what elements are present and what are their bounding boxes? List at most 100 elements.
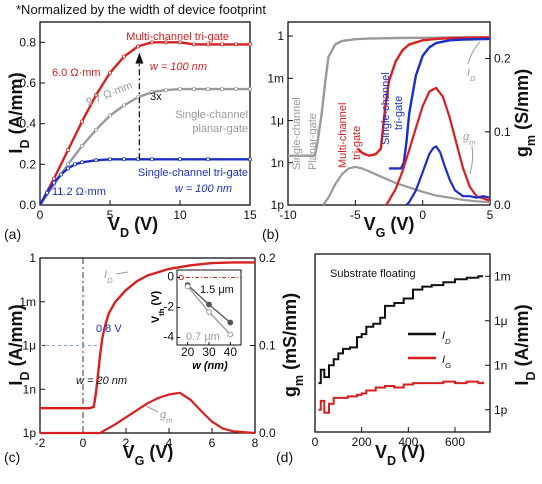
y-tick-label-a: 0.8 (19, 35, 36, 49)
data-point-a-0 (122, 54, 127, 59)
pointer-gm-b (469, 145, 474, 175)
label-ratio: 3x (150, 91, 162, 103)
label-resistance-blue: 11.2 Ω·mm (52, 186, 106, 198)
y-axis-label-d: gm (mS/mm) (280, 293, 306, 397)
transfer-curve-b-2 (389, 37, 491, 170)
y-tick-label-c: 1m (19, 295, 36, 309)
inset-data-point-1 (206, 309, 212, 315)
data-point-a-2 (52, 180, 57, 185)
legend-label-id: ID (442, 330, 451, 346)
y-right-tick-label-c: 0.0 (259, 426, 276, 440)
y-tick-label-c: 1p (23, 426, 37, 440)
y-tick-label-a: 0.4 (19, 117, 36, 131)
data-point-a-2 (247, 157, 252, 162)
data-point-a-0 (66, 148, 71, 153)
data-point-a-0 (52, 176, 57, 181)
data-point-a-1 (177, 87, 182, 92)
x-tick-label-c: -2 (35, 436, 46, 450)
x-tick-label-c: 4 (166, 436, 173, 450)
label-gm-b: gm (463, 131, 476, 147)
inset-data-point-1 (227, 331, 234, 338)
pointer-id-b (467, 41, 481, 65)
transfer-curve-b-1 (357, 36, 491, 157)
data-point-a-0 (163, 40, 168, 45)
x-axis-label-d: VD (V) (375, 442, 425, 468)
inset-data-point-0 (227, 319, 234, 326)
pointer-gm-c (145, 405, 159, 413)
label-tri-gate-red-b: tri-gate (351, 126, 363, 160)
y-tick-label-a: 0.2 (19, 157, 36, 171)
label-substrate-floating: Substrate floating (330, 268, 416, 280)
x-tick-label-a: 15 (243, 208, 257, 222)
label-single-channel-blue-b: Single-channel (380, 72, 392, 145)
x-axis-label-c: VG (V) (123, 442, 174, 468)
data-point-a-2 (73, 162, 78, 167)
label-id-c: ID (104, 269, 113, 285)
y-axis-label-b: gm (S/mm) (512, 69, 538, 157)
panel-label-b: (b) (262, 226, 279, 242)
data-point-a-0 (219, 42, 224, 47)
data-point-a-1 (163, 88, 168, 93)
label-width-single: w = 100 nm (175, 183, 232, 195)
data-point-a-1 (205, 87, 210, 92)
panel-a: 0 5 10 15 0.0 0.2 0.4 0.6 0.8 Multi-channel tri-g… (6, 31, 257, 240)
data-point-a-1 (149, 90, 154, 95)
panel-label-c: (c) (4, 449, 20, 465)
data-point-a-1 (233, 87, 238, 92)
label-tri-gate-blue-b: tri-gate (393, 96, 405, 130)
label-threshold-voltage: 0.8 V (96, 323, 122, 335)
label-single-channel-gray: Single-channel (175, 109, 248, 121)
data-point-a-0 (177, 40, 182, 45)
y-right-tick-label-c: 0.1 (259, 339, 276, 353)
label-width-multi: w = 100 nm (150, 61, 207, 73)
x-tick-label-d: 400 (398, 435, 418, 449)
data-point-a-2 (177, 157, 182, 162)
data-point-a-2 (66, 166, 71, 171)
x-axis-label-a: VD (V) (108, 214, 158, 240)
label-planar-gate-b: Planar-gate (307, 113, 319, 170)
data-point-a-2 (122, 157, 127, 162)
x-tick-label-b: 0 (419, 208, 426, 222)
y-tick-label-b: 1μ (270, 114, 284, 128)
label-id-b: ID (467, 67, 476, 83)
y-tick-label-c: 1 (29, 251, 36, 265)
data-point-a-2 (205, 157, 210, 162)
gm-curve-b-1 (385, 86, 491, 206)
y-right-tick-label-b: 0.2 (494, 52, 511, 66)
plot-frame-d (314, 253, 491, 433)
inset-data-point-0 (206, 301, 212, 308)
data-point-a-1 (94, 127, 99, 132)
data-point-a-2 (59, 172, 64, 177)
y-tick-label-a: 0.0 (19, 198, 36, 212)
inset-y-tick-label: -2 (163, 300, 174, 314)
y-right-axis-label-d: ID (A/mm) (512, 304, 538, 385)
x-axis-label-b: VG (V) (364, 214, 415, 240)
legend-label-ig: IG (442, 354, 451, 370)
inset-label-0-7um: 0.7 μm (186, 331, 220, 343)
gm-curve-c-0 (40, 391, 256, 435)
data-point-a-0 (149, 40, 154, 45)
plot-frame-b (287, 21, 491, 206)
panel-label-d: (d) (276, 449, 293, 465)
data-point-a-2 (45, 190, 50, 195)
y-tick-label-b: 1p (271, 198, 285, 212)
y-axis-label-c: ID (A/mm) (6, 304, 32, 385)
y-axis-label-a: ID (A/mm) (6, 72, 32, 153)
y-tick-label-c: 1μ (22, 339, 36, 353)
x-tick-label-c: 0 (80, 436, 87, 450)
x-tick-label-d: 600 (445, 435, 465, 449)
x-tick-label-b: 5 (487, 208, 494, 222)
transfer-curve-c-0 (40, 261, 255, 410)
y-right-tick-label-c: 0.2 (259, 251, 276, 265)
label-planar-gate: planar-gate (192, 123, 248, 135)
y-tick-label-a: 0.6 (19, 76, 36, 90)
panel-c: -2 0 2 4 6 8 1 1m 1μ 1n 1p 0.0 0.1 0.2 ID 0.8 V w = 20 n… (6, 251, 276, 468)
y-tick-label-c: 1n (23, 382, 36, 396)
data-point-a-0 (191, 42, 196, 47)
data-point-a-1 (191, 87, 196, 92)
data-point-a-0 (135, 44, 140, 49)
label-single-channel-b: Single-channel (291, 97, 303, 170)
ratio-arrow-head (135, 52, 144, 64)
data-point-a-0 (247, 42, 252, 47)
